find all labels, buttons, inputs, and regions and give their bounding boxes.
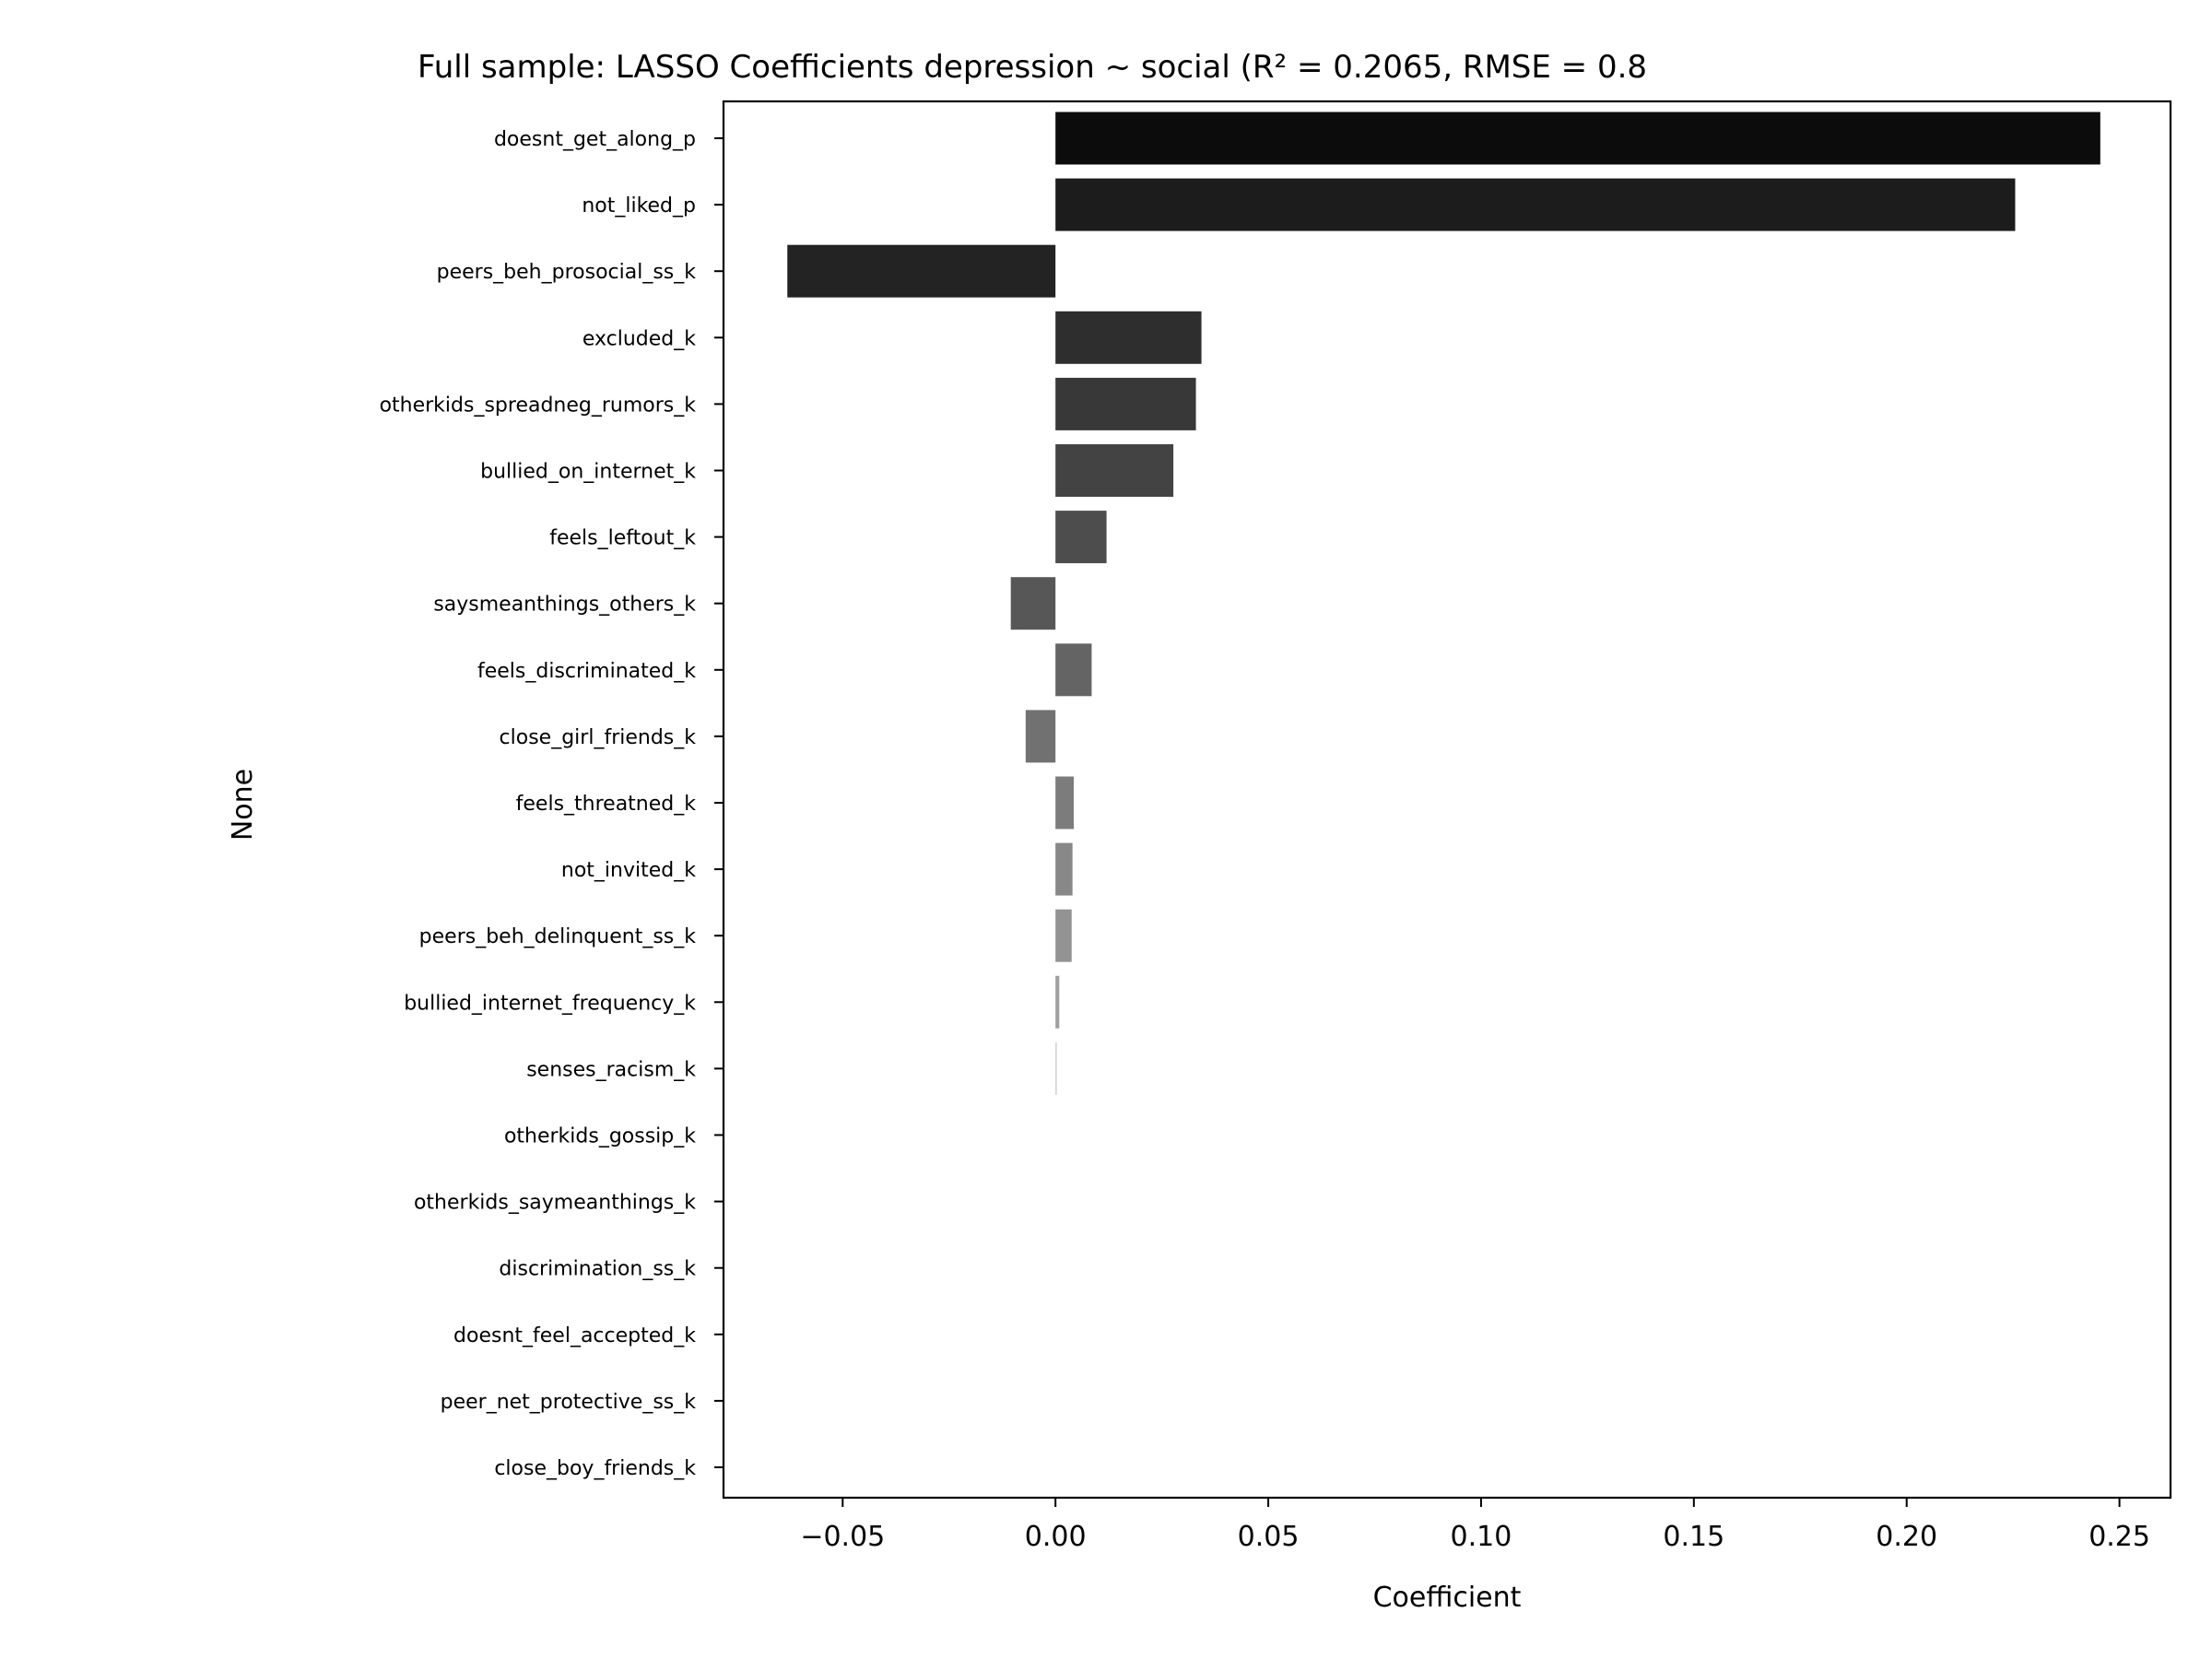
y-tick-label: otherkids_saymeanthings_k [414, 1192, 696, 1215]
y-tick-label: discrimination_ss_k [499, 1258, 696, 1281]
bars-group [787, 112, 2100, 1095]
x-tick-label: 0.25 [2088, 1521, 2150, 1553]
y-tick-label: feels_leftout_k [549, 527, 696, 550]
y-tick-label: peers_beh_prosocial_ss_k [437, 261, 697, 284]
y-tick-label: bullied_on_internet_k [480, 461, 696, 484]
bar-doesnt_get_along_p [1055, 112, 2100, 165]
bar-saysmeanthings_others_k [1010, 577, 1056, 630]
bar-feels_discriminated_k [1055, 643, 1092, 697]
bar-senses_racism_k [1055, 1041, 1057, 1095]
y-tick-label: doesnt_feel_accepted_k [453, 1324, 696, 1347]
x-axis-label: Coefficient [1373, 1582, 1522, 1614]
y-tick-label: not_liked_p [582, 194, 696, 218]
y-tick-label: otherkids_gossip_k [504, 1125, 696, 1148]
bar-close_girl_friends_k [1025, 710, 1056, 763]
x-tick-label: −0.05 [800, 1521, 885, 1553]
y-axis-label: None [227, 769, 259, 841]
x-tick-label: 0.00 [1025, 1521, 1087, 1553]
bar-peers_beh_prosocial_ss_k [787, 244, 1056, 298]
y-tick-label: excluded_k [582, 327, 696, 350]
bar-bullied_internet_frequency_k [1055, 975, 1060, 1029]
bar-not_liked_p [1055, 178, 2016, 231]
plot-frame [722, 100, 2172, 1500]
y-tick-label: close_boy_friends_k [494, 1457, 696, 1480]
y-tick-label: senses_racism_k [526, 1058, 696, 1081]
bar-peers_beh_delinquent_ss_k [1055, 909, 1072, 962]
y-tick-label: otherkids_spreadneg_rumors_k [380, 394, 697, 417]
y-tick-label: doesnt_get_along_p [494, 128, 696, 151]
x-axis-ticks: −0.05 0.00 0.05 0.10 0.15 0.20 0.25 [800, 1498, 2150, 1553]
y-tick-label: not_invited_k [561, 859, 696, 882]
x-tick-label: 0.20 [1876, 1521, 1937, 1553]
y-tick-label: peer_net_protective_ss_k [441, 1391, 697, 1414]
x-tick-label: 0.05 [1238, 1521, 1300, 1553]
y-tick-label: saysmeanthings_others_k [433, 594, 696, 617]
x-tick-label: 0.15 [1663, 1521, 1724, 1553]
bar-bullied_on_internet_k [1055, 444, 1174, 497]
bar-feels_leftout_k [1055, 511, 1107, 564]
y-tick-label: peers_beh_delinquent_ss_k [419, 925, 697, 948]
y-tick-label: feels_discriminated_k [477, 660, 696, 683]
x-tick-label: 0.10 [1451, 1521, 1512, 1553]
bar-excluded_k [1055, 311, 1202, 364]
bar-not_invited_k [1055, 842, 1073, 896]
y-tick-label: bullied_internet_frequency_k [404, 992, 696, 1015]
y-tick-label: close_girl_friends_k [500, 726, 697, 749]
bar-feels_threatned_k [1055, 776, 1075, 830]
bar-otherkids_spreadneg_rumors_k [1055, 377, 1196, 430]
y-axis-ticks: doesnt_get_along_p not_liked_p peers_beh_p… [380, 128, 724, 1480]
y-tick-label: feels_threatned_k [516, 793, 697, 816]
chart-title: Full sample: LASSO Coefficients depressi… [418, 49, 1647, 86]
